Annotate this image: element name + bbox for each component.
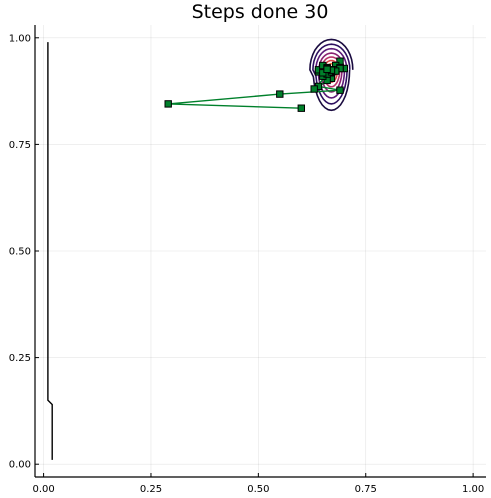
curve-layer xyxy=(47,42,53,460)
data-point-marker xyxy=(297,104,306,112)
y-tick-label: 0.25 xyxy=(9,353,31,364)
chart-title: Steps done 30 xyxy=(192,1,329,23)
x-tick-label: 0.25 xyxy=(140,484,162,495)
y-tick-label: 0.75 xyxy=(9,140,31,151)
y-tick-label: 0.50 xyxy=(9,247,31,258)
data-point-marker xyxy=(276,90,284,98)
x-tick-label: 0.00 xyxy=(32,484,54,495)
grid-layer xyxy=(35,25,486,477)
data-point-marker xyxy=(310,85,318,93)
contour-level xyxy=(309,38,354,112)
data-point-marker xyxy=(164,100,172,108)
data-point-marker xyxy=(336,86,344,94)
x-tick-label: 0.75 xyxy=(355,484,377,495)
axis-layer: 0.00 0.25 0.50 0.75 1.00 0.00 0.25 0.50 0.75 1.00 xyxy=(9,25,486,495)
y-tick-label: 0.00 xyxy=(9,460,31,471)
x-tick-label: 1.00 xyxy=(462,484,484,495)
x-tick-label: 0.50 xyxy=(247,484,269,495)
vertical-curve xyxy=(47,42,53,460)
contour-level xyxy=(312,43,351,105)
y-tick-label: 1.00 xyxy=(9,33,31,44)
data-point-marker xyxy=(323,65,331,73)
series-layer xyxy=(164,57,349,112)
